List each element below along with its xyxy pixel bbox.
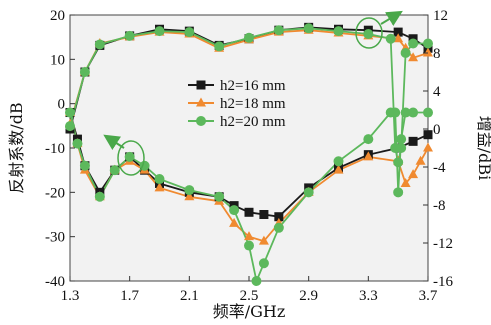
series-1-gain-point [393,27,403,37]
x-tick-label: 2.5 [240,288,259,304]
y-right-tick-label: 12 [433,8,448,24]
series-2-reflection-point [400,177,411,187]
series-1-reflection-point [244,207,254,217]
series-3-reflection-point [400,107,411,118]
x-tick-label: 2.1 [180,288,199,304]
series-2-reflection-point [229,217,240,227]
y-left-tick-label: -10 [45,141,65,157]
series-2-gain-point [423,47,433,57]
annotation-ellipse-left [117,140,145,176]
series-3-reflection-point [258,258,269,269]
series-3-gain-point [303,23,314,34]
series-3-reflection-point [303,187,314,198]
legend: h2=16 mm h2=18 mm h2=20 mm [188,78,286,130]
series-3-reflection-point [390,107,401,118]
series-1-reflection-point [259,210,269,219]
series-2-reflection-point [333,164,344,174]
series-3-gain-point [244,32,254,43]
legend-marker [196,97,206,107]
y-right-tick-label: -16 [433,274,453,290]
y-right-tick-label: 8 [433,46,441,62]
y-left-tick-label: -30 [45,230,65,246]
y-right-tick-label: 4 [433,84,441,100]
x-tick-label: 1.3 [61,288,80,304]
series-2-reflection-point [408,169,419,179]
series-3-gain-point [396,143,407,153]
series-3-gain-point [214,41,225,52]
series-3-reflection-point [184,185,195,196]
series-3-reflection-point [363,134,374,145]
series-1-reflection-point [423,130,433,140]
series-3-reflection-point [244,240,254,251]
series-3-reflection-point [214,191,225,202]
series-3-reflection-point [72,138,83,149]
x-tick-label: 1.7 [120,288,139,304]
series-3-gain-point [400,48,411,58]
series-3-reflection-point [65,107,75,118]
y-right-tick-label: -12 [433,236,453,252]
legend-label: h2=16 mm [220,78,286,94]
series-3-reflection-point [94,191,105,202]
x-tick-label: 3.3 [359,288,378,304]
y-left-tick-label: -20 [45,185,65,201]
series-3-reflection-point [109,165,120,176]
y-axis-label-right: 增益/dBi [475,116,491,181]
series-3-gain-point [408,38,419,49]
series-3-gain-point [124,30,135,41]
series-3-gain-point [65,121,75,132]
annotation-ellipse-right [355,17,383,49]
series-3-gain-point [393,157,404,168]
series-2-gain-point [408,52,419,62]
y-right-tick-label: -8 [433,198,446,214]
series-3-reflection-point [423,107,433,118]
series-3-reflection-point [273,222,284,233]
y-axis-label-left: 反射系数/dB [7,102,26,193]
legend-marker [196,116,206,126]
y-right-tick-label: -4 [433,160,446,176]
legend-label: h2=20 mm [220,114,286,130]
x-tick-label: 3.7 [419,288,438,304]
series-1-reflection-point [274,212,284,222]
series-3-reflection-point [229,205,240,216]
series-3-reflection-point [154,174,165,185]
series-3-reflection-point [124,151,135,162]
series-2-reflection-point [363,151,374,161]
x-axis-label: 频率/GHz [213,302,286,321]
series-3-gain-point [94,39,105,50]
annotation-arrow-left [103,134,125,151]
series-2-reflection-point [244,231,254,241]
series-3-gain-point [385,33,396,44]
series-2-gain-point [393,33,404,43]
series-3-reflection-point [396,134,407,145]
y-left-tick-label: 20 [50,8,65,24]
series-3-gain-point [423,38,433,49]
series-3-reflection-point [408,107,419,118]
series-3-gain-point [273,25,284,36]
series-2-reflection-point [154,182,165,192]
y-left-tick-label: 0 [58,97,66,113]
x-tick-label: 2.9 [299,288,318,304]
series-3-gain-point [154,26,165,37]
series-3-gain-point [333,26,344,37]
series-2-reflection-point [423,142,433,152]
series-3-reflection-point [393,187,404,198]
series-2-reflection-point [184,191,195,201]
y-right-tick-label: 0 [433,122,441,138]
series-3-gain-point [184,27,195,38]
series-3-gain-point [363,29,374,39]
series-3-gain-point [79,67,90,77]
series-3-reflection-point [79,160,90,171]
series-2-reflection-point [415,155,426,165]
y-left-tick-label: -40 [45,274,65,290]
series-3-reflection-point [251,276,262,286]
legend-label: h2=18 mm [220,96,286,112]
series-2-reflection-point [258,235,269,245]
series-1-reflection-point [408,136,418,146]
series-3-reflection-point [333,156,344,167]
legend-marker [196,80,206,90]
y-left-tick-label: 10 [50,52,65,68]
annotation-arrow-right [380,10,403,26]
